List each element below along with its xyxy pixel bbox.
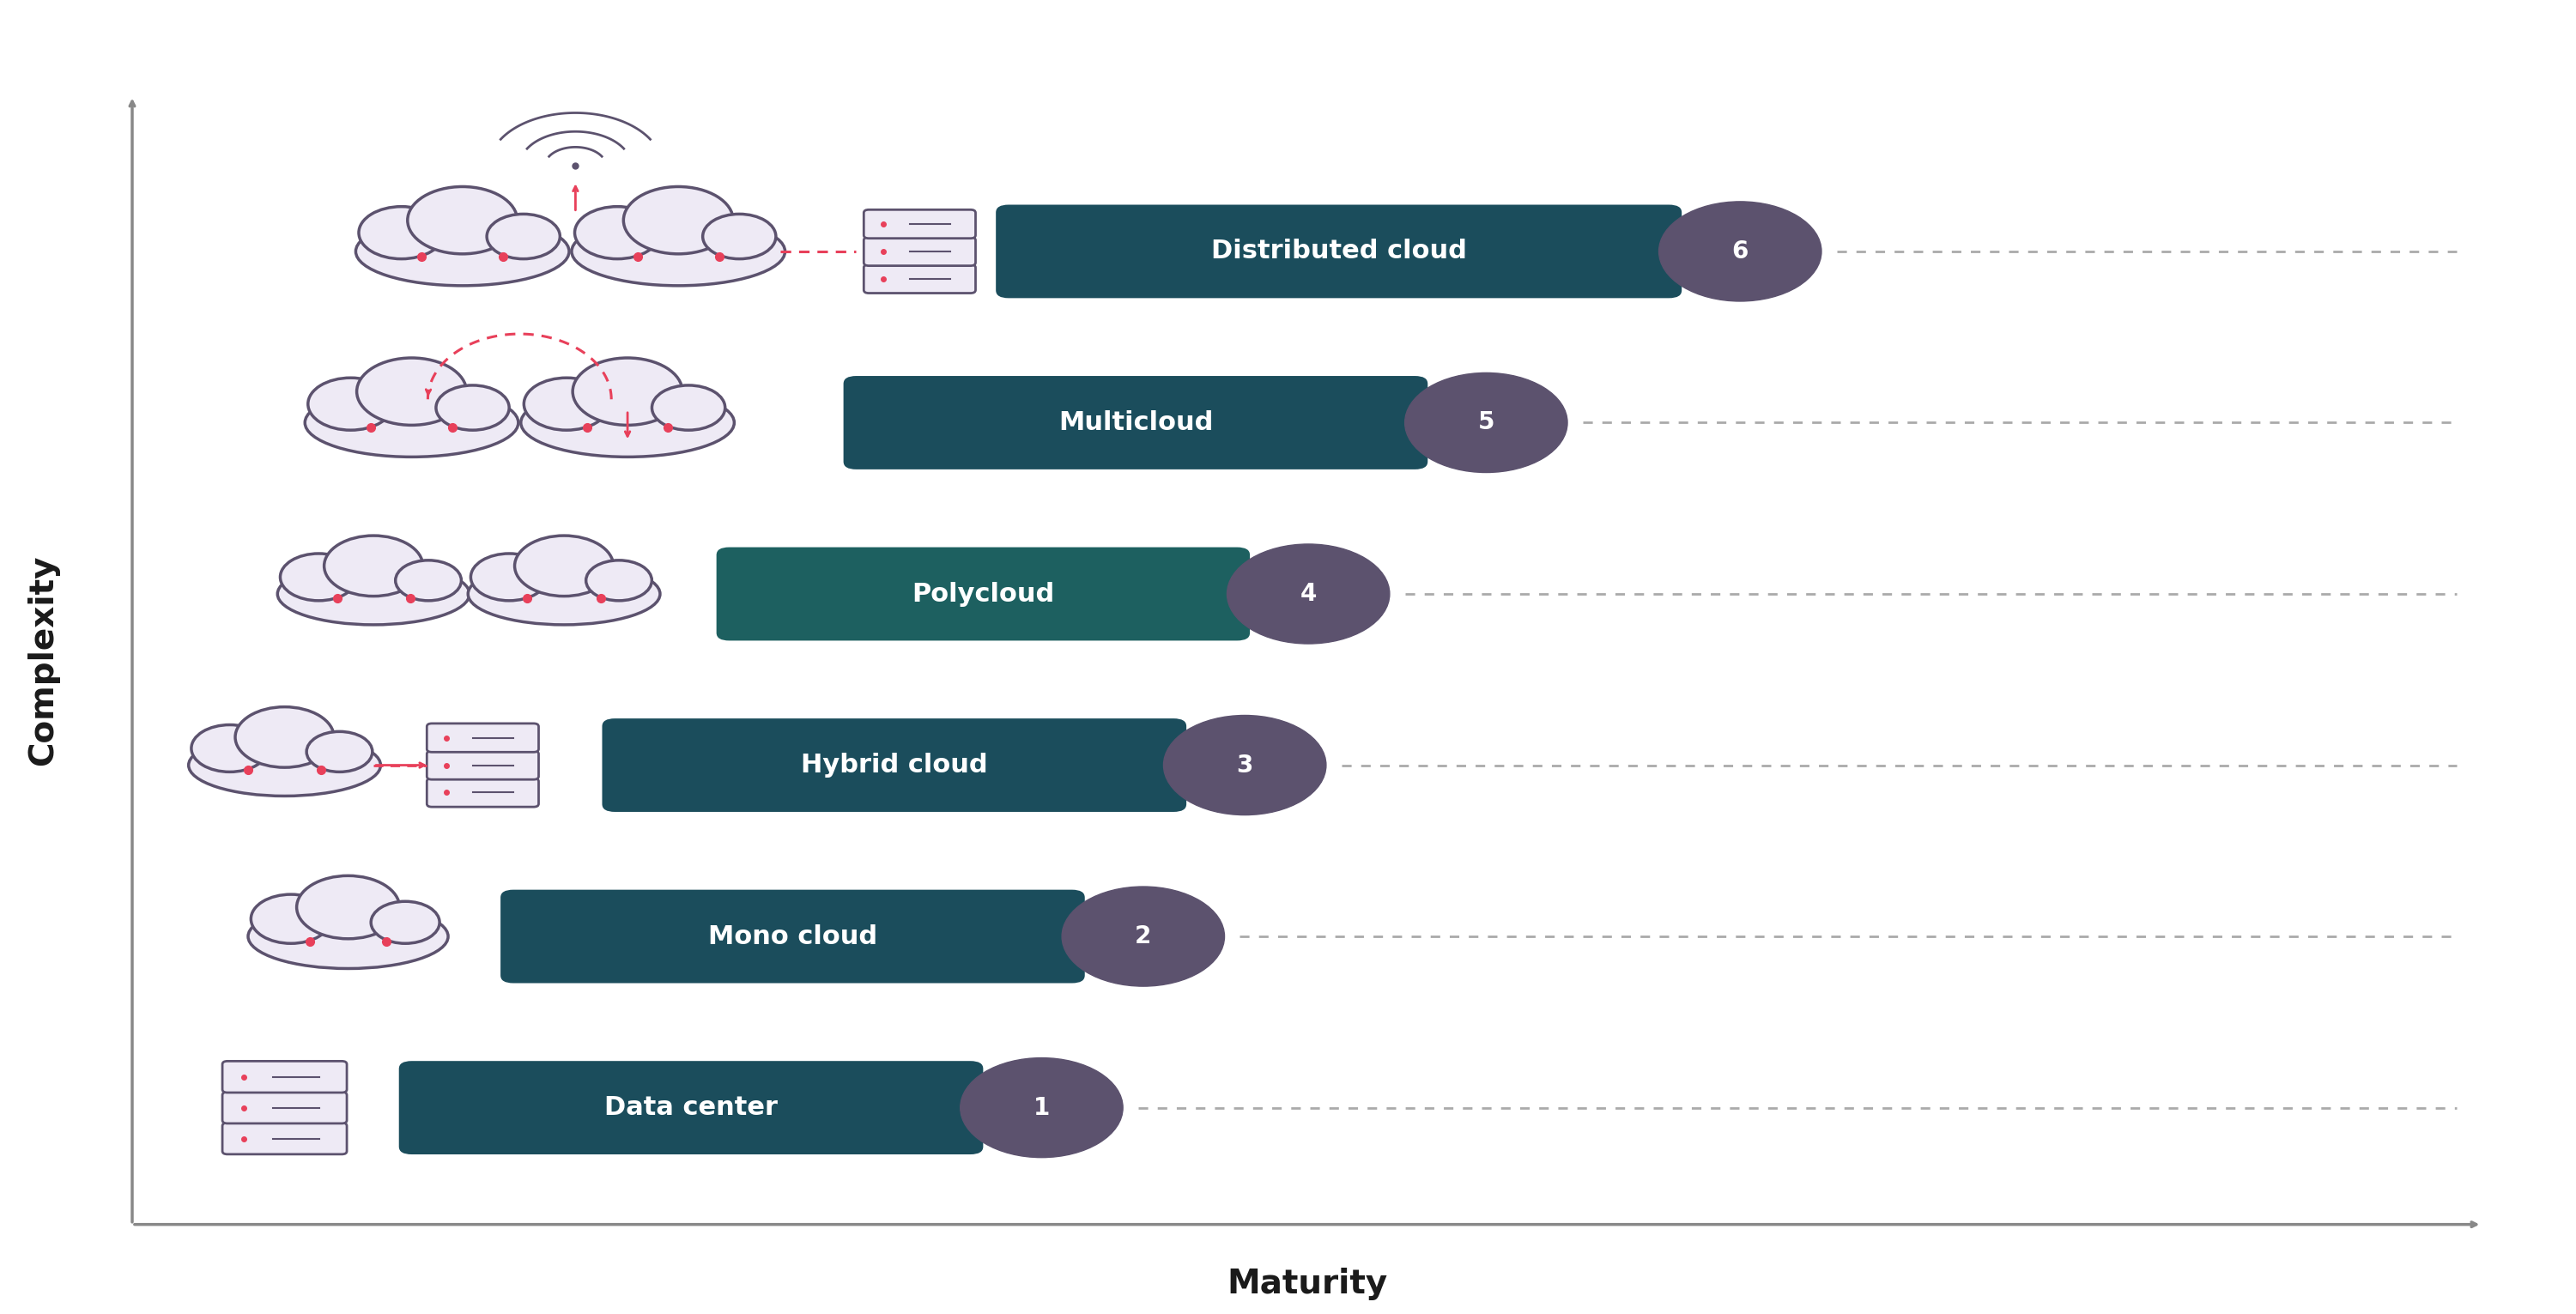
Circle shape xyxy=(358,206,443,259)
Circle shape xyxy=(515,536,613,597)
Circle shape xyxy=(1226,544,1388,644)
FancyBboxPatch shape xyxy=(222,1062,348,1092)
FancyBboxPatch shape xyxy=(863,264,976,293)
Circle shape xyxy=(623,187,734,254)
FancyBboxPatch shape xyxy=(997,205,1682,298)
FancyBboxPatch shape xyxy=(716,547,1249,641)
Ellipse shape xyxy=(188,735,381,796)
Ellipse shape xyxy=(469,564,659,624)
FancyBboxPatch shape xyxy=(428,750,538,779)
Ellipse shape xyxy=(278,564,469,624)
Circle shape xyxy=(572,357,683,426)
Text: Maturity: Maturity xyxy=(1226,1267,1388,1300)
Circle shape xyxy=(307,732,374,771)
Ellipse shape xyxy=(247,904,448,968)
Circle shape xyxy=(1061,887,1224,987)
Circle shape xyxy=(325,536,422,597)
Circle shape xyxy=(234,707,335,767)
Circle shape xyxy=(407,187,518,254)
Circle shape xyxy=(296,875,399,938)
Circle shape xyxy=(309,378,394,430)
Circle shape xyxy=(703,214,775,259)
Text: 5: 5 xyxy=(1479,411,1494,435)
Text: 4: 4 xyxy=(1301,582,1316,606)
Text: Hybrid cloud: Hybrid cloud xyxy=(801,753,987,778)
FancyBboxPatch shape xyxy=(399,1060,984,1155)
Text: Multicloud: Multicloud xyxy=(1059,410,1213,435)
FancyBboxPatch shape xyxy=(863,210,976,238)
Circle shape xyxy=(281,553,358,600)
FancyBboxPatch shape xyxy=(428,778,538,807)
Circle shape xyxy=(652,385,724,430)
Ellipse shape xyxy=(355,217,569,285)
Circle shape xyxy=(471,553,549,600)
Ellipse shape xyxy=(572,217,786,285)
Text: Complexity: Complexity xyxy=(26,555,59,766)
Circle shape xyxy=(523,378,611,430)
Circle shape xyxy=(435,385,510,430)
FancyBboxPatch shape xyxy=(428,724,538,752)
FancyBboxPatch shape xyxy=(500,890,1084,983)
Text: 2: 2 xyxy=(1136,925,1151,949)
Circle shape xyxy=(1659,201,1821,301)
Ellipse shape xyxy=(520,389,734,457)
Circle shape xyxy=(961,1058,1123,1158)
FancyBboxPatch shape xyxy=(222,1122,348,1154)
Ellipse shape xyxy=(304,389,518,457)
Circle shape xyxy=(355,357,466,426)
FancyBboxPatch shape xyxy=(603,719,1188,812)
Circle shape xyxy=(371,901,440,943)
Text: 6: 6 xyxy=(1731,239,1749,263)
Circle shape xyxy=(487,214,559,259)
FancyBboxPatch shape xyxy=(842,376,1427,469)
Circle shape xyxy=(1164,715,1327,815)
Text: 3: 3 xyxy=(1236,753,1252,777)
FancyBboxPatch shape xyxy=(222,1092,348,1123)
FancyBboxPatch shape xyxy=(863,237,976,265)
Circle shape xyxy=(397,560,461,600)
Circle shape xyxy=(250,895,330,943)
Text: Mono cloud: Mono cloud xyxy=(708,924,878,949)
Circle shape xyxy=(574,206,659,259)
Text: 1: 1 xyxy=(1033,1096,1051,1120)
Text: Distributed cloud: Distributed cloud xyxy=(1211,239,1466,264)
Text: Data center: Data center xyxy=(605,1096,778,1120)
Circle shape xyxy=(191,725,268,771)
Circle shape xyxy=(1404,373,1566,473)
Text: Polycloud: Polycloud xyxy=(912,582,1054,606)
Circle shape xyxy=(585,560,652,600)
